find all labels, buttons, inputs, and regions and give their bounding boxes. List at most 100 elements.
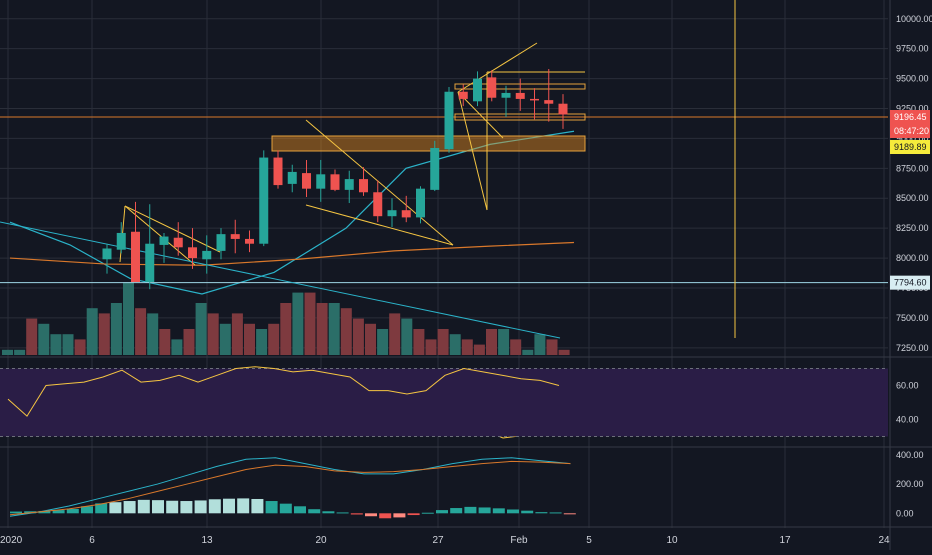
candle-body [344,179,354,190]
candle-body [544,100,554,104]
volume-bar [558,349,570,355]
macd-histogram-bar [563,513,576,515]
volume-bar [110,303,122,355]
volume-bar [86,308,98,355]
candle-body [487,77,497,98]
descending-trendline [0,221,561,339]
macd-histogram-bar [66,508,79,514]
volume-bar [159,329,171,355]
macd-histogram-bar [521,510,534,514]
volume-bar [473,344,485,355]
volume-bar [498,329,510,355]
volume-bar [62,334,74,355]
candle-body [401,210,411,218]
macd-histogram-bar [223,498,235,514]
x-tick-label: 24 [878,535,890,546]
candle-body [558,103,568,115]
mid-zone-box[interactable] [454,113,586,121]
countdown-tag-bg [890,124,930,138]
volume-bar [147,313,159,355]
y-tick-label: 9250.00 [896,103,929,113]
zone-price-tag: 9189.89 [894,142,927,152]
x-tick-label: 5 [586,535,592,546]
candle-body [245,238,254,244]
macd-tick-label: 200.00 [896,479,924,489]
pitchfork-line [457,91,488,211]
volume-bar [425,339,437,355]
x-tick-label: 20 [315,535,327,546]
candle-body [515,92,525,99]
y-tick-label: 8000.00 [896,253,929,263]
volume-bar [231,313,243,355]
volume-bar [352,318,364,355]
macd-signal-line [9,460,571,516]
volume-bar [50,334,62,355]
volume-bar [219,323,231,355]
volume-bar [340,308,352,355]
pitchfork-line [457,42,538,93]
candle-body [430,147,440,190]
macd-histogram-bar [549,512,562,514]
resistance-zone-box[interactable] [271,135,586,152]
x-tick-label: 2020 [0,535,23,546]
candle-body [188,247,197,259]
macd-histogram-bar [322,511,335,514]
volume-bar [449,334,461,355]
macd-histogram-bar [81,506,93,514]
y-tick-label: 9500.00 [896,74,929,84]
candle-body [316,174,326,189]
macd-histogram-bar [237,498,250,514]
y-tick-label: 9000.00 [896,133,929,143]
volume-bar [256,329,268,355]
macd-histogram-bar [379,513,392,519]
pitchfork-line [457,91,504,139]
macd-histogram-bar [123,501,136,514]
volume-bar [26,318,38,355]
rsi-line [7,366,560,417]
candle-body [302,173,311,189]
rsi-tick-label: 40.00 [896,415,919,425]
macd-histogram-bar [365,513,377,517]
y-tick-label: 8250.00 [896,223,929,233]
candle-body [131,231,140,283]
macd-histogram-bar [208,499,221,514]
volume-bar [365,323,376,355]
macd-histogram-bar [265,501,278,514]
volume-bar [328,303,340,355]
y-tick-label: 8500.00 [896,193,929,203]
macd-histogram-bar [95,503,108,514]
candle-body [259,157,269,244]
current-price-tag: 9196.45 [894,112,927,122]
candle-body [273,157,283,186]
current-price-tag-bg [890,110,930,124]
macd-histogram-bar [407,513,420,516]
volume-bar [280,303,292,355]
macd-histogram-bar [308,509,321,514]
volume-bar [389,313,401,355]
volume-bar [437,329,449,355]
volume-bar [461,339,473,355]
volume-bar [244,323,255,355]
candle-body [387,210,397,217]
moving-average-short [9,130,575,295]
volume-bar [183,329,195,355]
rsi-band [0,368,888,437]
macd-histogram-bar [194,500,207,514]
macd-tick-label: 0.00 [896,508,914,518]
y-tick-label: 8750.00 [896,163,929,173]
volume-bar [207,313,219,355]
macd-histogram-bar [109,502,122,514]
macd-histogram-bar [421,512,434,514]
volume-bar [486,329,497,355]
macd-histogram-bar [294,506,306,514]
candle-body [145,243,155,283]
wedge-trendline [305,204,454,246]
candle-body [416,188,425,218]
macd-histogram-bar [393,513,406,518]
volume-bar [74,339,86,355]
volume-bar [534,334,546,355]
candle-body [202,250,212,260]
